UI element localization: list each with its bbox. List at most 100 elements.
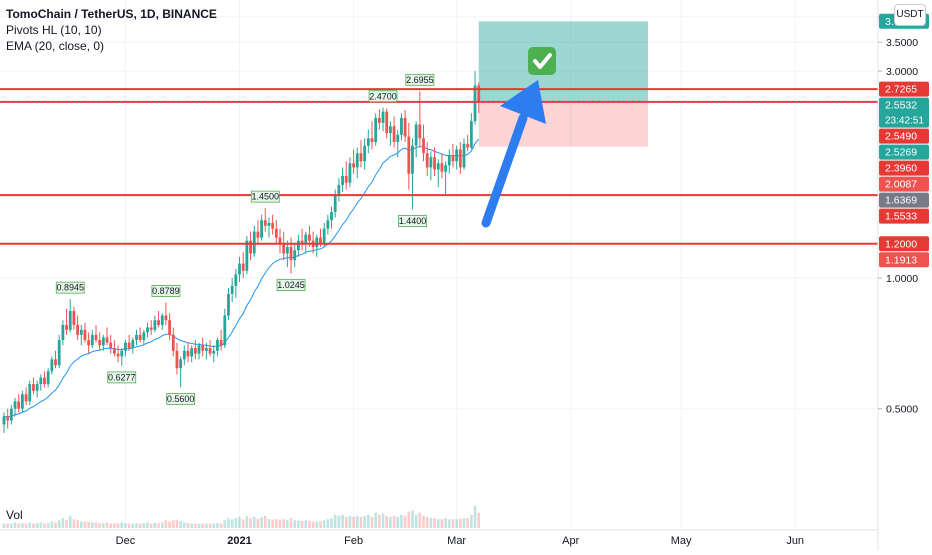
candle-body [403,117,407,137]
volume-bar [245,515,249,528]
volume-bar [385,515,389,528]
volume-bar [201,523,205,528]
candle-body [267,222,271,226]
price-badge [879,81,929,97]
candle-body [124,342,127,351]
volume-bar [455,519,458,528]
candle-body [297,240,300,251]
candle-body [278,237,282,244]
candle-body [444,165,447,172]
candle-body [440,163,444,172]
candle-body [337,184,341,195]
time-axis-label: Feb [344,535,363,547]
volume-bar [102,523,105,528]
candle-body [76,324,79,335]
price-axis-label: 3.5000 [886,37,918,49]
volume-bar [194,523,197,528]
candle-body [304,234,308,244]
candle-body [466,143,470,148]
candle-body [65,324,68,330]
volume-bar [470,514,473,528]
candle-body [238,263,241,275]
volume-bar [286,520,289,528]
price-badge-label: 2.5490 [885,131,917,143]
pivot-label: 0.5600 [167,394,195,404]
price-badge [879,97,929,128]
candle-body [392,126,396,142]
volume-bar [252,517,256,528]
candle-body [90,334,94,346]
candle-body [473,85,477,122]
candle-body [219,340,223,346]
candle-body [341,175,344,185]
volume-bar [109,523,113,528]
candle-body [146,327,149,333]
currency-button[interactable]: USDT [894,4,926,26]
volume-bar [414,514,418,528]
volume-label[interactable]: Vol [6,508,23,522]
price-axis-label: 1.0000 [886,273,918,285]
legend-pivots[interactable]: Pivots HL (10, 10) [6,23,102,37]
pivot-box [107,371,137,384]
candle-body [274,228,278,238]
pivot-label: 2.4700 [369,91,397,101]
volume-bar [39,522,43,528]
candle-body [149,327,153,330]
volume-bar [407,511,411,528]
volume-bar [94,522,98,528]
candle-body [293,250,297,261]
candle-body [83,329,87,341]
candle-body [462,143,466,168]
candle-body [227,293,230,316]
pivot-label: 0.6277 [108,372,136,382]
volume-bar [260,517,263,528]
candle-body [216,340,219,351]
volume-bar [10,523,13,528]
candle-body [208,348,212,354]
volume-bar [477,512,481,528]
volume-bar [175,519,179,528]
volume-bar [389,517,392,528]
volume-bar [308,520,311,528]
candle-body [157,320,160,325]
price-badge-label: 1.6369 [885,195,917,207]
pivot-label: 0.8789 [152,286,180,296]
check-mark-icon [533,53,552,69]
volume-bar [190,523,193,528]
volume-bar [17,523,21,528]
volume-bar [392,515,396,528]
candle-body [135,334,138,341]
legend-title: TomoChain / TetherUS, 1D, BINANCE [6,7,217,21]
candle-body [359,153,363,162]
candle-body [153,320,157,330]
candle-body [308,234,311,241]
volume-bar [400,514,403,528]
legend-ema[interactable]: EMA (20, close, 0) [6,39,105,53]
volume-bar [315,521,319,528]
candle-body [179,359,183,369]
candle-body [326,220,330,229]
candle-body [451,155,455,162]
volume-bar [459,518,462,528]
candle-body [455,149,459,162]
price-badge [879,176,929,192]
volume-bar [61,518,65,528]
candle-body [79,329,83,335]
candle-body [447,155,451,166]
candle-body [458,149,462,168]
candle-body [46,371,50,385]
candle-body [212,350,216,354]
candle-body [105,337,109,343]
candle-body [256,231,260,238]
candle-body [241,263,245,271]
volume-bar [422,515,425,528]
volume-bar [219,523,223,528]
target-arrow-head [500,80,546,124]
candle-body [429,157,433,168]
pivot-box [276,279,306,291]
volume-bar [447,519,451,528]
candle-body [260,220,263,238]
volume-bar [326,519,330,528]
